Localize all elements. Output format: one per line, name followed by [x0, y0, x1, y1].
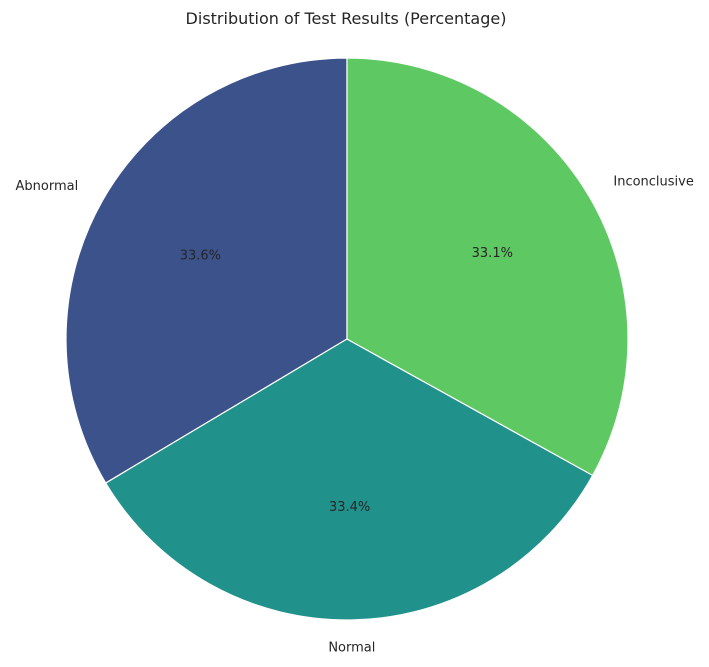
slice-label-normal: Normal: [328, 641, 375, 656]
pie-labels: Abnormal 33.6% Normal 33.4% Inconclusive 33.1…: [15, 175, 693, 656]
pie-slice-abnormal: [65, 57, 348, 484]
pie-slices: [65, 57, 629, 621]
chart-title: Distribution of Test Results (Percentage…: [186, 9, 507, 28]
slice-percent-normal: 33.4%: [329, 500, 370, 515]
pie-slice-inconclusive: [346, 57, 629, 477]
slice-label-abnormal: Abnormal: [15, 179, 78, 194]
slice-label-inconclusive: Inconclusive: [613, 175, 694, 190]
slice-percent-inconclusive: 33.1%: [472, 246, 513, 261]
slice-percent-abnormal: 33.6%: [180, 248, 221, 263]
pie-slice-normal: [105, 338, 594, 621]
